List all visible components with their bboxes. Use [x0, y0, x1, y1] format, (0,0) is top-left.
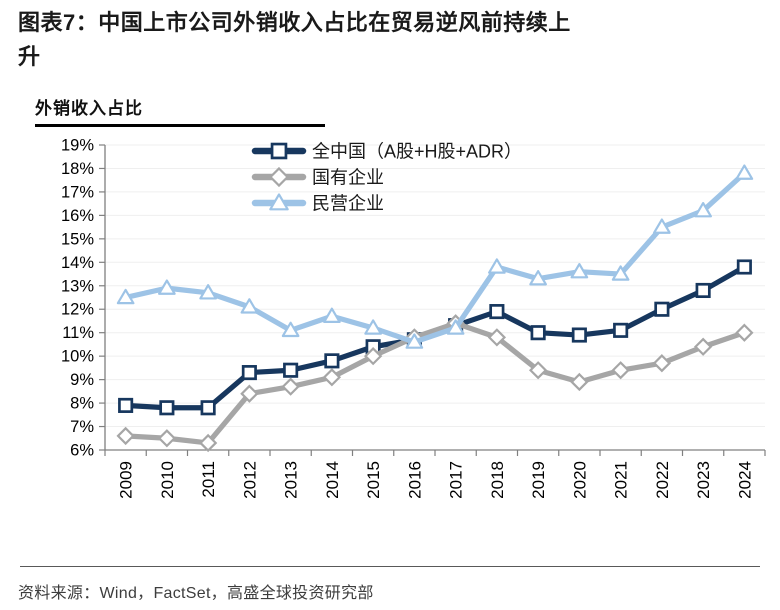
diamond-marker: [240, 384, 259, 403]
y-axis-tick-label: 19%: [61, 137, 94, 155]
y-axis-tick-label: 11%: [62, 324, 94, 342]
square-marker: [283, 362, 299, 378]
triangle-marker: [735, 164, 754, 180]
y-axis-tick-label: 17%: [61, 183, 94, 201]
square-marker: [324, 353, 340, 369]
figure-title: 图表7：中国上市公司外销收入占比在贸易逆风前持续上升: [18, 10, 571, 70]
legend-label: 国有企业: [312, 168, 384, 188]
square-marker: [613, 322, 629, 338]
diamond-marker: [611, 361, 630, 380]
diamond-marker: [528, 361, 548, 380]
legend-label: 全中国（A股+H股+ADR）: [312, 142, 522, 162]
diamond-marker: [157, 429, 177, 448]
square-marker: [270, 142, 288, 160]
triangle-marker: [364, 319, 382, 335]
source-divider: [20, 566, 760, 567]
y-axis-labels: 6% 7% 8% 9% 10% 11% 12% 13% 14% 15% 16% 17% 18% 19%: [61, 137, 94, 460]
gridlines: [105, 144, 765, 428]
y-axis-tick-label: 13%: [61, 277, 94, 295]
x-axis-tick-label: 2018: [488, 461, 507, 499]
chart-subtitle-underline: 外销收入占比: [35, 94, 325, 127]
square-marker: [241, 365, 257, 381]
y-axis-tick-label: 6%: [70, 442, 94, 460]
x-axis-tick-label: 2015: [364, 461, 383, 499]
y-axis-tick-label: 14%: [61, 254, 94, 272]
series-1: [116, 314, 754, 453]
x-axis-tick-label: 2013: [282, 461, 301, 499]
square-marker: [695, 282, 711, 299]
x-axis-tick-label: 2022: [653, 461, 672, 499]
diamond-marker: [198, 433, 218, 453]
series-line: [123, 170, 747, 345]
triangle-marker: [199, 284, 217, 300]
x-axis-tick-label: 2011: [199, 461, 218, 498]
x-axis-tick-label: 2012: [240, 461, 259, 499]
square-marker: [489, 304, 505, 320]
y-axis-tick-label: 7%: [70, 418, 94, 436]
triangle-marker: [269, 193, 289, 211]
y-axis-tick-label: 12%: [61, 301, 94, 319]
triangle-marker: [488, 258, 506, 274]
triangle-marker: [323, 307, 341, 323]
diamond-marker: [116, 426, 135, 446]
diamond-marker: [487, 328, 507, 347]
x-axis-tick-label: 2009: [117, 461, 136, 499]
triangle-marker: [570, 262, 589, 279]
source-note: 资料来源：Wind，FactSet，高盛全球投资研究部: [18, 585, 374, 602]
square-marker: [159, 400, 175, 416]
square-marker: [571, 327, 587, 343]
x-axis-labels: 2009 2010 2011 2012 2013 2014 2015 2016 2017 2018…: [117, 461, 755, 499]
legend-label: 民营企业: [312, 194, 384, 214]
y-axis-tick-label: 9%: [70, 371, 94, 389]
x-axis-tick-label: 2021: [612, 461, 631, 499]
triangle-marker: [281, 321, 300, 338]
y-axis-tick-label: 10%: [61, 348, 94, 366]
chart-subtitle: 外销收入占比: [35, 99, 143, 118]
diamond-marker: [652, 354, 672, 373]
x-axis-tick-label: 2010: [158, 461, 177, 499]
diamond-marker: [281, 377, 300, 396]
triangle-marker: [158, 279, 176, 295]
triangle-marker: [240, 298, 259, 314]
axes: [99, 144, 766, 456]
x-axis-tick-label: 2019: [529, 461, 548, 499]
diamond-marker: [322, 368, 342, 387]
series-line: [123, 320, 747, 446]
square-marker: [200, 400, 216, 416]
triangle-marker: [694, 201, 712, 218]
x-axis-tick-label: 2017: [447, 461, 466, 499]
diamond-marker: [735, 323, 754, 342]
triangle-marker: [653, 218, 671, 234]
x-axis-tick-label: 2014: [323, 461, 342, 499]
y-axis-tick-label: 15%: [61, 230, 94, 248]
y-axis-tick-label: 18%: [61, 160, 94, 178]
triangle-marker: [529, 270, 547, 286]
diamond-marker: [363, 346, 383, 366]
square-marker: [118, 397, 134, 413]
x-axis-tick-label: 2020: [570, 461, 589, 499]
chart-canvas: 6% 7% 8% 9% 10% 11% 12% 13% 14% 15% 16% 17% 18% 19% 20…: [61, 137, 766, 499]
x-axis-tick-label: 2016: [405, 461, 424, 499]
triangle-marker: [611, 265, 630, 281]
diamond-marker: [693, 337, 713, 356]
square-marker: [654, 301, 670, 317]
series-2: [116, 164, 754, 349]
diamond-marker: [570, 372, 589, 392]
y-axis-tick-label: 8%: [70, 395, 94, 413]
y-axis-tick-label: 16%: [61, 207, 94, 225]
diamond-marker: [268, 166, 290, 188]
triangle-marker: [446, 319, 465, 335]
square-marker: [530, 325, 546, 341]
x-axis-tick-label: 2024: [735, 461, 754, 499]
square-marker: [736, 259, 752, 275]
triangle-marker: [405, 333, 424, 349]
x-axis-tick-label: 2023: [694, 461, 713, 499]
triangle-marker: [116, 288, 135, 305]
